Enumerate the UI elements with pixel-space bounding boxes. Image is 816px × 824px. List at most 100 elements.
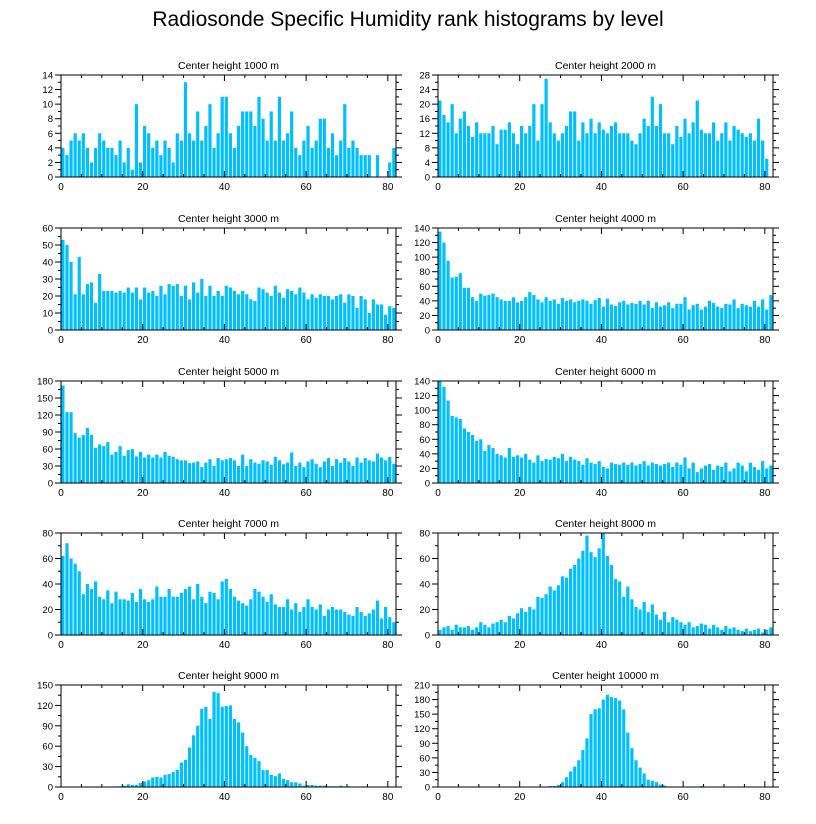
- histogram-bar: [654, 614, 659, 635]
- histogram-bar: [675, 303, 679, 330]
- histogram-panel: Center height 1000 m 0 20 40 60 80 0 2 4 6 8 10 12 14: [42, 60, 402, 193]
- histogram-bar: [626, 464, 630, 483]
- histogram-bar: [110, 147, 114, 177]
- histogram-bar: [622, 300, 626, 330]
- histogram-bar: [671, 308, 675, 330]
- histogram-bar: [475, 440, 479, 483]
- histogram-bar: [257, 463, 261, 483]
- panel-title: Center height 10000 m: [552, 670, 659, 682]
- y-tick-label: 60: [42, 445, 53, 456]
- histogram-bar: [253, 589, 257, 635]
- histogram-bar: [130, 169, 134, 177]
- histogram-bar: [732, 627, 736, 635]
- histogram-bar: [597, 297, 601, 330]
- histogram-bar: [253, 462, 257, 483]
- histogram-bar: [479, 293, 483, 330]
- histogram-bar: [69, 140, 73, 177]
- histogram-bar: [290, 452, 294, 483]
- histogram-bar: [569, 568, 573, 635]
- histogram-bar: [756, 469, 761, 483]
- histogram-bar: [695, 303, 699, 330]
- histogram-bar: [642, 601, 646, 635]
- x-tick-label: 0: [435, 640, 441, 651]
- histogram-bar: [294, 294, 298, 330]
- histogram-bar: [716, 140, 720, 177]
- histogram-bar: [642, 461, 646, 483]
- y-tick-label: 60: [42, 554, 53, 565]
- y-tick-label: 50: [42, 241, 53, 252]
- histogram-bar: [212, 592, 216, 635]
- y-tick-label: 90: [42, 428, 53, 439]
- histogram-bar: [597, 708, 601, 787]
- histogram-bar: [290, 782, 294, 787]
- histogram-bar: [487, 445, 491, 483]
- histogram-bar: [756, 628, 761, 635]
- histogram-bar: [503, 622, 507, 635]
- histogram-bar: [253, 301, 257, 330]
- x-tick-label: 0: [58, 488, 64, 499]
- histogram-bar: [569, 456, 573, 483]
- histogram-bar: [138, 299, 143, 330]
- histogram-bar: [720, 466, 724, 483]
- histogram-bar: [630, 748, 634, 787]
- histogram-bar: [703, 306, 708, 330]
- histogram-bar: [720, 308, 724, 330]
- histogram-bar: [310, 147, 314, 177]
- histogram-bar: [593, 709, 597, 787]
- histogram-bar: [638, 609, 642, 635]
- histogram-bar: [192, 462, 196, 483]
- histogram-bar: [577, 461, 581, 483]
- y-tick-label: 0: [425, 173, 430, 184]
- histogram-bar: [359, 462, 363, 483]
- histogram-bar: [196, 725, 200, 787]
- histogram-bar: [654, 302, 659, 330]
- y-tick-label: 60: [419, 753, 430, 764]
- histogram-bar: [479, 133, 483, 177]
- y-tick-label: 8: [425, 143, 430, 154]
- histogram-bar: [192, 735, 196, 787]
- histogram-bar: [85, 428, 89, 483]
- histogram-bar: [359, 296, 363, 330]
- histogram-bar: [744, 628, 748, 635]
- histogram-bar: [761, 299, 765, 330]
- histogram-bar: [347, 461, 351, 483]
- histogram-bar: [532, 104, 536, 177]
- histogram-bar: [261, 460, 265, 483]
- histogram-bar: [699, 468, 703, 483]
- histogram-bar: [134, 104, 139, 177]
- histogram-bar: [306, 599, 310, 635]
- histogram-bar: [277, 773, 282, 787]
- histogram-bar: [236, 294, 241, 330]
- x-tick-label: 40: [596, 640, 608, 651]
- histogram-bar: [281, 297, 286, 330]
- histogram-bar: [241, 732, 245, 787]
- y-tick-label: 20: [419, 464, 430, 475]
- histogram-bar: [736, 308, 740, 330]
- y-tick-label: 14: [42, 71, 53, 82]
- histogram-bar: [581, 122, 585, 177]
- histogram-bar: [642, 304, 646, 330]
- x-tick-label: 80: [759, 640, 771, 651]
- histogram-bar: [454, 276, 458, 330]
- histogram-bar: [224, 706, 228, 787]
- histogram-bar: [605, 468, 609, 483]
- histogram-bar: [130, 784, 134, 787]
- histogram-bar: [724, 303, 728, 330]
- histogram-bar: [371, 299, 375, 330]
- x-tick-label: 60: [678, 792, 690, 803]
- histogram-bar: [540, 598, 544, 635]
- histogram-bar: [159, 457, 163, 483]
- histogram-bar: [192, 599, 196, 635]
- histogram-bar: [654, 126, 659, 177]
- histogram-bar: [294, 603, 298, 635]
- y-tick-label: 100: [414, 406, 430, 417]
- histogram-bar: [102, 446, 106, 483]
- histogram-bar: [548, 122, 552, 177]
- histogram-bar: [622, 133, 626, 177]
- histogram-bar: [556, 585, 560, 635]
- histogram-bar: [536, 299, 540, 330]
- histogram-panel: Center height 3000 m 0 20 40 60 80 0 10 20 30 40 50…: [42, 213, 402, 346]
- histogram-bar: [236, 126, 241, 177]
- y-tick-label: 0: [425, 783, 430, 794]
- histogram-bar: [232, 460, 237, 483]
